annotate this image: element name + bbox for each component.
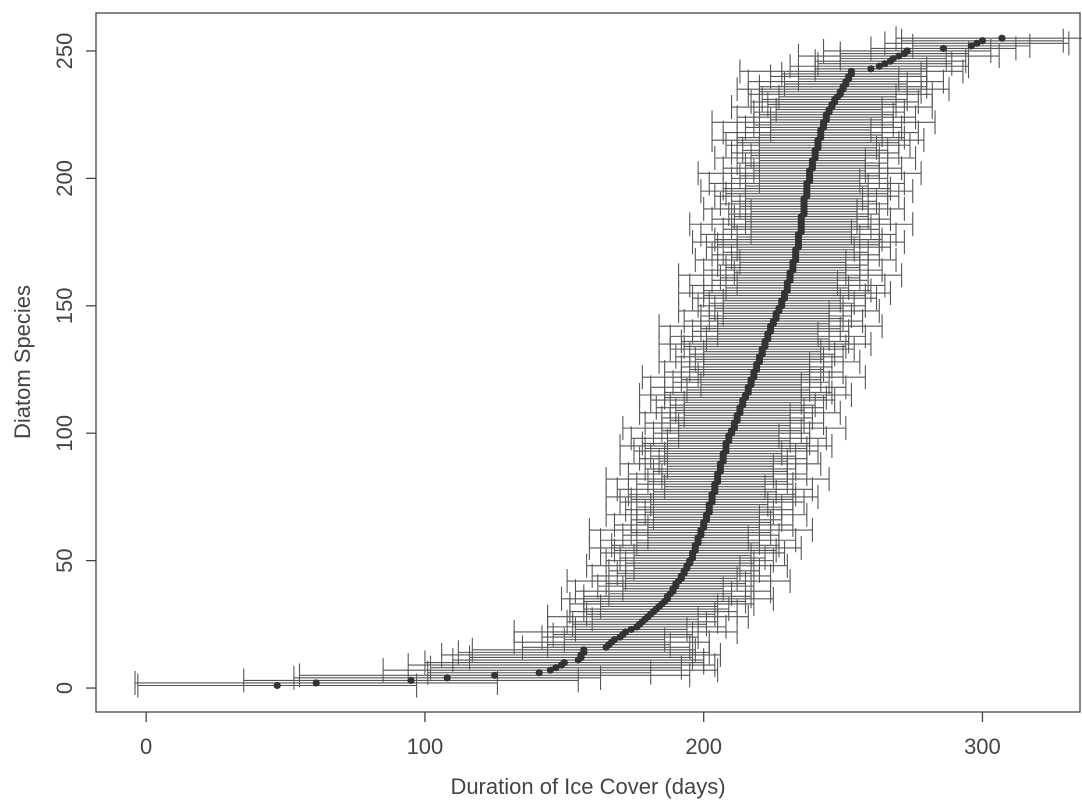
point [903,47,911,55]
x-axis-label: Duration of Ice Cover (days) [450,774,725,799]
point [560,658,568,667]
point [312,679,320,687]
point [939,44,948,53]
point [443,674,451,682]
point [881,60,889,68]
point [847,67,856,75]
y-tick-label: 200 [52,160,77,197]
y-tick-label: 250 [52,33,77,70]
point [627,625,635,634]
point [273,681,281,690]
point [875,62,883,70]
x-tick-label: 200 [685,734,722,759]
point [407,676,415,685]
point [546,666,554,674]
y-tick-label: 100 [52,415,77,452]
x-tick-label: 300 [964,734,1001,759]
point [491,671,499,679]
point [978,37,987,45]
point [580,646,588,654]
point [867,65,875,73]
point [610,636,619,644]
y-tick-label: 50 [52,548,77,572]
x-tick-label: 0 [140,734,152,759]
y-axis-label: Diatom Species [10,285,35,439]
point [967,42,975,50]
point [622,628,630,636]
error-bar [895,26,1082,51]
y-tick-label: 150 [52,287,77,324]
point [889,55,897,63]
x-tick-label: 100 [407,734,444,759]
point [998,34,1006,42]
y-tick-label: 0 [52,682,77,694]
point [895,52,903,60]
plot-frame [95,12,1081,713]
point [552,664,560,672]
point [535,669,543,677]
point [973,39,981,47]
